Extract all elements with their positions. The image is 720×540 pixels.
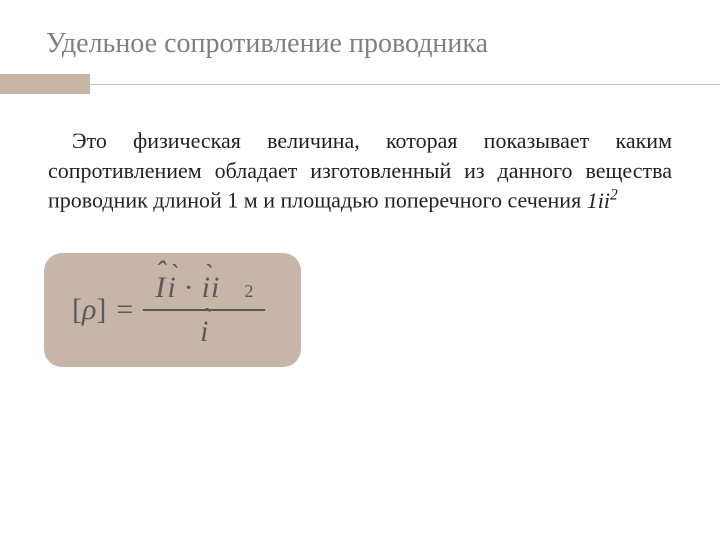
lhs-symbol: ρ bbox=[82, 293, 96, 326]
fraction-denominator: і bbox=[188, 311, 220, 349]
title-divider bbox=[0, 74, 720, 94]
num-term2: і bbox=[167, 271, 175, 305]
inline-unit-base: 1іі bbox=[587, 188, 610, 213]
formula-lhs: [ρ] bbox=[72, 293, 106, 327]
body-paragraph: Это физическая величина, которая показыв… bbox=[42, 126, 678, 215]
formula: [ρ] = Iі · іі 2 і bbox=[72, 271, 265, 349]
accent-block bbox=[0, 74, 90, 94]
lhs-close: ] bbox=[96, 293, 106, 326]
den-term: і bbox=[200, 315, 208, 348]
num-cdot: · bbox=[178, 271, 200, 305]
num-term1: I bbox=[155, 271, 165, 305]
slide-title: Удельное сопротивление проводника bbox=[42, 28, 678, 60]
num-term3: іі bbox=[202, 271, 221, 305]
formula-equals: = bbox=[116, 293, 133, 327]
formula-box: [ρ] = Iі · іі 2 і bbox=[44, 253, 301, 367]
inline-unit: 1іі2 bbox=[587, 188, 618, 213]
body-text-main: Это физическая величина, которая показыв… bbox=[48, 128, 672, 213]
divider-line bbox=[90, 84, 720, 85]
slide-container: Удельное сопротивление проводника Это фи… bbox=[0, 0, 720, 540]
formula-fraction: Iі · іі 2 і bbox=[143, 271, 265, 349]
inline-unit-sup: 2 bbox=[610, 186, 618, 203]
lhs-open: [ bbox=[72, 293, 82, 326]
num-sup: 2 bbox=[244, 281, 253, 302]
